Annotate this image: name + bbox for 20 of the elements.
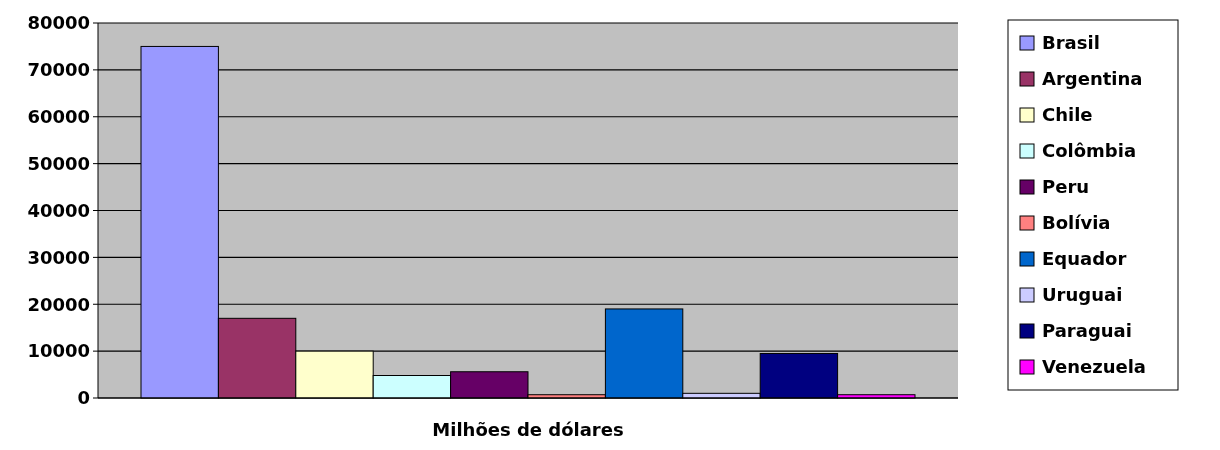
- legend-label: Venezuela: [1042, 356, 1146, 378]
- y-tick-label: 0: [77, 387, 90, 409]
- legend-label: Bolívia: [1042, 212, 1111, 234]
- legend-label: Chile: [1042, 104, 1093, 126]
- x-axis-title: Milhões de dólares: [432, 419, 624, 440]
- y-tick-label: 10000: [27, 340, 90, 362]
- legend-label: Equador: [1042, 248, 1127, 270]
- y-tick-label: 70000: [27, 59, 90, 81]
- y-tick-label: 40000: [27, 199, 90, 221]
- legend-label: Peru: [1042, 176, 1090, 198]
- y-tick-label: 80000: [27, 12, 90, 34]
- legend-label: Paraguai: [1042, 320, 1132, 342]
- y-tick-label: 20000: [27, 293, 90, 315]
- y-tick-label: 30000: [27, 246, 90, 268]
- legend-label: Colômbia: [1042, 140, 1137, 162]
- y-tick-label: 60000: [27, 106, 90, 128]
- legend-label: Brasil: [1042, 32, 1100, 54]
- y-tick-label: 50000: [27, 152, 90, 174]
- legend-label: Argentina: [1042, 68, 1143, 90]
- legend-label: Uruguai: [1042, 284, 1123, 306]
